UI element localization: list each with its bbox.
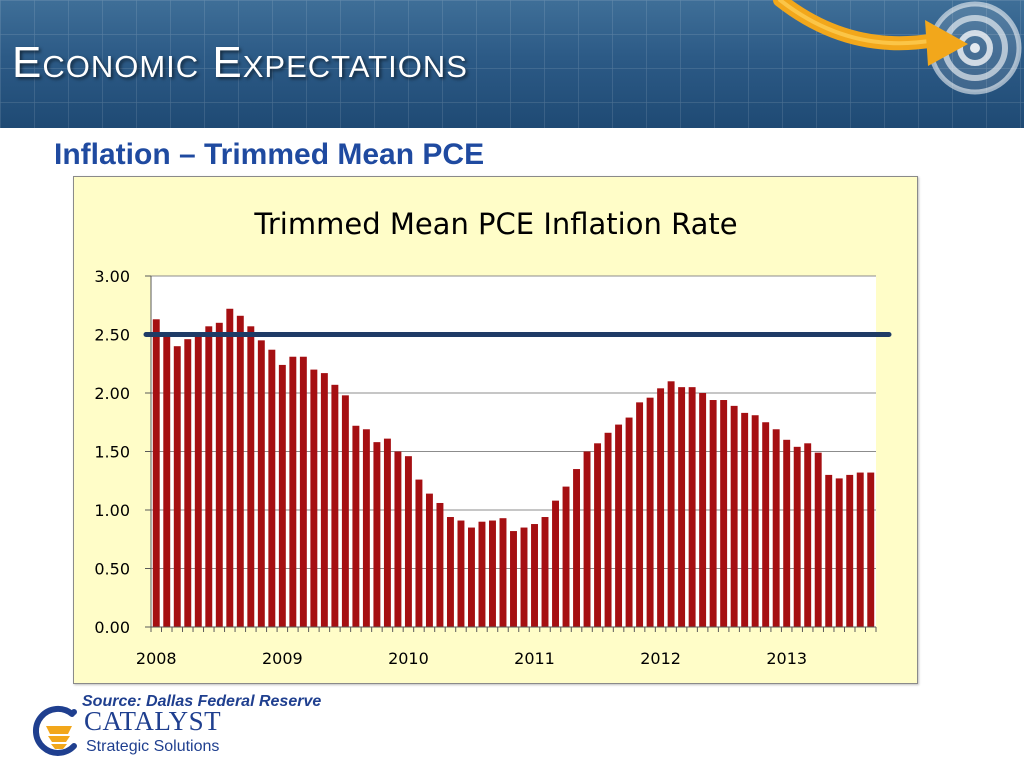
bar [205, 326, 213, 627]
bar [657, 388, 665, 627]
x-tick-label: 2008 [136, 649, 177, 668]
bar [489, 520, 496, 627]
bar [562, 486, 570, 627]
slide-header: Economic Expectations [0, 0, 1024, 128]
bar [289, 356, 297, 627]
bar [457, 520, 465, 627]
bar [394, 451, 402, 627]
bar [615, 424, 623, 627]
bar [856, 472, 864, 627]
bar [573, 469, 581, 627]
bar [678, 387, 686, 627]
bar [415, 479, 423, 627]
bar [531, 524, 538, 627]
bar [194, 333, 202, 627]
bar [226, 308, 234, 627]
bar [814, 452, 822, 627]
bar [404, 456, 412, 627]
source-note: Source: Dallas Federal Reserve [82, 693, 322, 710]
bar [320, 373, 328, 627]
bar [783, 439, 791, 627]
bar [163, 334, 171, 627]
header-grid-pattern [0, 0, 1024, 128]
bar [215, 322, 223, 627]
bar [331, 384, 339, 627]
y-tick-label: 3.00 [94, 267, 130, 286]
bar [751, 415, 759, 627]
bar [667, 381, 675, 627]
bar [310, 369, 318, 627]
bar [772, 429, 780, 627]
bar [236, 315, 244, 627]
slide-subtitle: Inflation – Trimmed Mean PCE [54, 138, 485, 171]
y-tick-label: 0.00 [94, 618, 130, 637]
y-tick-label: 1.00 [94, 501, 130, 520]
bar [846, 474, 854, 627]
bar [804, 443, 812, 627]
catalyst-logo-icon [32, 705, 77, 756]
x-tick-label: 2013 [766, 649, 807, 668]
bar [720, 400, 728, 627]
bar [793, 446, 801, 627]
bar [825, 474, 833, 627]
company-logo: CATALYST Strategic Solutions [28, 704, 248, 764]
bar [247, 326, 255, 627]
bar [604, 432, 612, 627]
chart-panel: Trimmed Mean PCE Inflation Rate 0.00 0.50 1… [73, 176, 918, 684]
bar [383, 438, 391, 627]
bar [299, 356, 307, 627]
bar [867, 472, 875, 627]
bar [583, 451, 591, 627]
bar [594, 443, 602, 627]
y-tick-label: 0.50 [94, 560, 130, 579]
bar [552, 500, 559, 627]
bar [373, 442, 381, 627]
bar [646, 397, 654, 627]
bar [468, 527, 475, 627]
y-tick-label: 1.50 [94, 443, 130, 462]
bar [762, 422, 770, 627]
y-tick-label: 2.00 [94, 384, 130, 403]
bar [625, 417, 633, 627]
bar [499, 518, 507, 627]
x-tick-label: 2010 [388, 649, 429, 668]
bar [741, 412, 749, 627]
x-tick-label: 2011 [514, 649, 555, 668]
bar [541, 517, 549, 627]
bar [352, 425, 360, 627]
bar [436, 502, 444, 627]
bar [362, 429, 370, 627]
bar [173, 346, 181, 627]
x-tick-label: 2009 [262, 649, 303, 668]
y-tick-label: 2.50 [94, 326, 130, 345]
bar [510, 531, 517, 627]
bar [688, 387, 696, 627]
x-tick-label: 2012 [640, 649, 681, 668]
bar [268, 349, 276, 627]
bar [341, 395, 349, 627]
logo-tagline: Strategic Solutions [86, 738, 220, 755]
bar [278, 364, 286, 627]
bar [184, 339, 192, 627]
bar [699, 393, 707, 627]
target-arrow-icon [773, 0, 1022, 95]
slide-title: Economic Expectations [12, 38, 468, 87]
logo-name: CATALYST [84, 706, 222, 736]
bar [425, 493, 433, 627]
bar [520, 527, 528, 627]
chart-title: Trimmed Mean PCE Inflation Rate [253, 207, 737, 241]
bar [636, 402, 644, 627]
bar [152, 319, 160, 627]
bar [709, 400, 717, 627]
bar [730, 405, 738, 627]
bar [478, 521, 486, 627]
bar [835, 478, 843, 627]
bar [257, 340, 265, 627]
bar [446, 517, 454, 627]
bar-chart: Trimmed Mean PCE Inflation Rate 0.00 0.50 1… [94, 207, 892, 668]
